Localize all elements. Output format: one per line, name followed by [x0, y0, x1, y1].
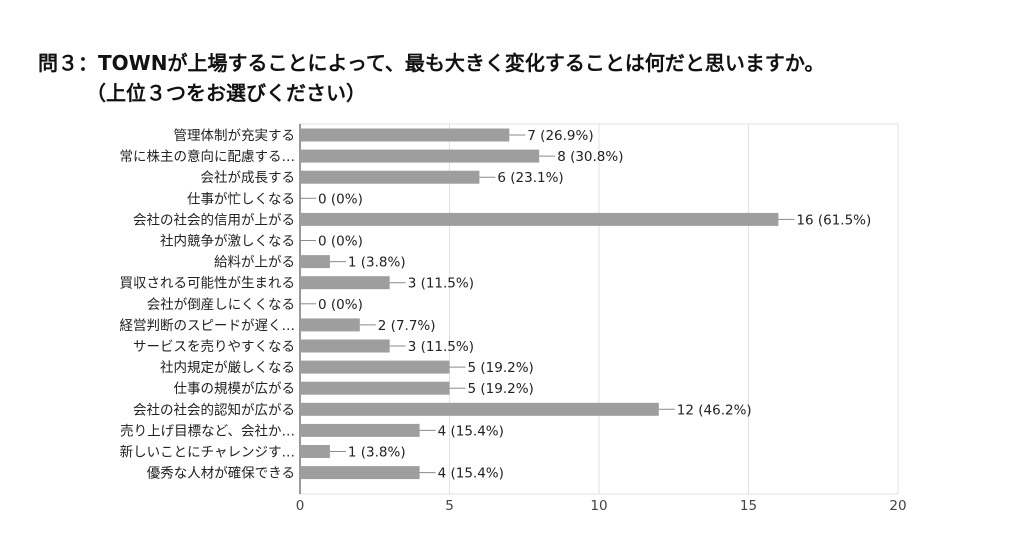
bar: [300, 170, 480, 184]
category-label: 優秀な人材が確保できる: [147, 466, 295, 482]
bar: [300, 149, 540, 163]
x-tick-label: 0: [296, 498, 305, 514]
category-label: 常に株主の意向に配慮する…: [120, 148, 296, 165]
data-label: 8 (30.8%): [557, 149, 623, 165]
chart-subtitle: （上位３つをお選びください）: [86, 81, 366, 105]
data-label: 1 (3.8%): [348, 255, 406, 271]
data-label: 0 (0%): [318, 297, 363, 313]
data-label: 5 (19.2%): [468, 360, 534, 376]
data-label: 4 (15.4%): [438, 466, 504, 482]
category-label: 会社の社会的信用が上がる: [133, 212, 295, 228]
bar: [300, 212, 779, 226]
x-tick-label: 5: [445, 498, 454, 514]
category-label: 社内競争が激しくなる: [160, 234, 295, 250]
category-label: 新しいことにチャレンジす…: [120, 445, 295, 461]
data-label: 3 (11.5%): [408, 339, 474, 355]
x-tick-label: 15: [740, 498, 757, 514]
bar: [300, 466, 420, 480]
category-label: 経営判断のスピードが遅く…: [120, 318, 296, 334]
data-label: 5 (19.2%): [468, 381, 534, 397]
category-label: 会社の社会的認知が広がる: [133, 401, 295, 418]
category-label: 会社が成長する: [201, 170, 296, 186]
x-tick-label: 10: [590, 498, 607, 514]
data-label: 16 (61.5%): [796, 212, 871, 228]
data-label: 0 (0%): [318, 234, 363, 250]
bar: [300, 128, 510, 142]
category-label: サービスを売りやすくなる: [133, 339, 295, 355]
bar: [300, 381, 450, 395]
bar: [300, 318, 360, 332]
category-label: 仕事の規模が広がる: [174, 381, 296, 397]
category-label: 会社が倒産しにくくなる: [147, 297, 295, 313]
x-tick-label: 20: [889, 498, 906, 514]
data-label: 0 (0%): [318, 191, 363, 207]
data-label: 1 (3.8%): [348, 445, 406, 461]
category-label: 仕事が忙しくなる: [187, 191, 295, 207]
category-label: 管理体制が充実する: [174, 128, 296, 144]
data-label: 12 (46.2%): [677, 402, 752, 418]
category-label: 給料が上がる: [214, 255, 295, 271]
data-label: 7 (26.9%): [527, 128, 593, 144]
data-label: 2 (7.7%): [378, 318, 436, 334]
bar: [300, 360, 450, 374]
bar: [300, 339, 390, 353]
chart-title: 問３：TOWNが上場することによって、最も大きく変化することは何だと思いますか。: [38, 51, 825, 75]
category-label: 社内規定が厳しくなる: [160, 360, 295, 376]
bar: [300, 445, 330, 458]
data-label: 6 (23.1%): [497, 170, 563, 186]
bar: [300, 276, 390, 290]
category-label: 売り上げ目標など、会社か…: [120, 423, 295, 439]
category-label: 買収される可能性が生まれる: [120, 276, 296, 292]
bar: [300, 402, 659, 416]
data-label: 4 (15.4%): [438, 423, 504, 439]
bar: [300, 255, 330, 269]
data-label: 3 (11.5%): [408, 276, 474, 292]
bar: [300, 423, 420, 437]
